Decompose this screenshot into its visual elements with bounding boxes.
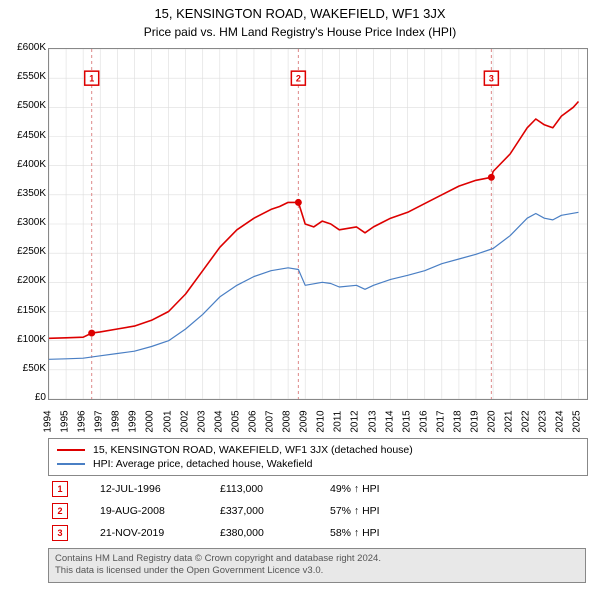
ytick-label: £550K (2, 71, 46, 82)
xtick-label: 2019 (469, 407, 480, 437)
sale-pct-1: 49% ↑ HPI (330, 483, 450, 495)
xtick-label: 2011 (333, 407, 344, 437)
legend-item-property: 15, KENSINGTON ROAD, WAKEFIELD, WF1 3JX … (49, 443, 587, 457)
xtick-label: 2002 (179, 407, 190, 437)
xtick-label: 2021 (504, 407, 515, 437)
ytick-label: £150K (2, 305, 46, 316)
svg-text:3: 3 (489, 74, 494, 84)
xtick-label: 2004 (213, 407, 224, 437)
chart-title-sub: Price paid vs. HM Land Registry's House … (0, 21, 600, 45)
ytick-label: £100K (2, 334, 46, 345)
xtick-label: 2023 (538, 407, 549, 437)
xtick-label: 2001 (162, 407, 173, 437)
xtick-label: 1999 (128, 407, 139, 437)
ytick-label: £600K (2, 42, 46, 53)
sale-marker-3-n: 3 (57, 528, 62, 538)
sale-marker-3: 3 (52, 525, 68, 541)
ytick-label: £350K (2, 188, 46, 199)
sale-marker-2: 2 (52, 503, 68, 519)
xtick-label: 2015 (401, 407, 412, 437)
attribution-line-1: Contains HM Land Registry data © Crown c… (55, 553, 579, 565)
xtick-label: 2006 (247, 407, 258, 437)
sale-price-2: £337,000 (220, 505, 330, 517)
ytick-label: £0 (2, 392, 46, 403)
sale-date-3: 21-NOV-2019 (100, 527, 220, 539)
chart-container: 15, KENSINGTON ROAD, WAKEFIELD, WF1 3JX … (0, 0, 600, 590)
legend-item-hpi: HPI: Average price, detached house, Wake… (49, 457, 587, 471)
sale-date-2: 19-AUG-2008 (100, 505, 220, 517)
xtick-label: 2005 (230, 407, 241, 437)
xtick-label: 1996 (77, 407, 88, 437)
ytick-label: £500K (2, 100, 46, 111)
ytick-label: £400K (2, 159, 46, 170)
xtick-label: 2010 (316, 407, 327, 437)
xtick-label: 2024 (555, 407, 566, 437)
sale-price-3: £380,000 (220, 527, 330, 539)
sales-row-1: 1 12-JUL-1996 £113,000 49% ↑ HPI (48, 478, 586, 500)
attribution-line-2: This data is licensed under the Open Gov… (55, 565, 579, 577)
xtick-label: 2022 (521, 407, 532, 437)
attribution-box: Contains HM Land Registry data © Crown c… (48, 548, 586, 583)
sale-pct-2: 57% ↑ HPI (330, 505, 450, 517)
xtick-label: 2017 (435, 407, 446, 437)
sale-marker-2-n: 2 (57, 506, 62, 516)
sales-table: 1 12-JUL-1996 £113,000 49% ↑ HPI 2 19-AU… (48, 478, 586, 544)
sale-pct-3: 58% ↑ HPI (330, 527, 450, 539)
xtick-label: 2020 (487, 407, 498, 437)
legend-box: 15, KENSINGTON ROAD, WAKEFIELD, WF1 3JX … (48, 438, 588, 476)
chart-svg: 1 2 3 (49, 49, 587, 399)
ytick-label: £300K (2, 217, 46, 228)
xtick-label: 2025 (572, 407, 583, 437)
xtick-label: 2000 (145, 407, 156, 437)
xtick-label: 2016 (418, 407, 429, 437)
sale-marker-1: 1 (52, 481, 68, 497)
ytick-label: £250K (2, 246, 46, 257)
svg-text:1: 1 (89, 74, 94, 84)
legend-label-hpi: HPI: Average price, detached house, Wake… (93, 458, 312, 470)
legend-swatch-property (57, 449, 85, 451)
sales-row-3: 3 21-NOV-2019 £380,000 58% ↑ HPI (48, 522, 586, 544)
xtick-label: 2014 (384, 407, 395, 437)
ytick-label: £450K (2, 130, 46, 141)
xtick-label: 2009 (299, 407, 310, 437)
xtick-label: 2012 (350, 407, 361, 437)
svg-text:2: 2 (296, 74, 301, 84)
xtick-label: 1995 (60, 407, 71, 437)
xtick-label: 1998 (111, 407, 122, 437)
chart-title-main: 15, KENSINGTON ROAD, WAKEFIELD, WF1 3JX (0, 0, 600, 21)
xtick-label: 2003 (196, 407, 207, 437)
xtick-label: 2008 (282, 407, 293, 437)
xtick-label: 2013 (367, 407, 378, 437)
xtick-label: 2018 (452, 407, 463, 437)
sale-marker-1-n: 1 (57, 484, 62, 494)
ytick-label: £50K (2, 363, 46, 374)
xtick-label: 2007 (265, 407, 276, 437)
sale-date-1: 12-JUL-1996 (100, 483, 220, 495)
ytick-label: £200K (2, 275, 46, 286)
xtick-label: 1997 (94, 407, 105, 437)
sale-price-1: £113,000 (220, 483, 330, 495)
xtick-label: 1994 (43, 407, 54, 437)
chart-plot-area: 1 2 3 (48, 48, 588, 400)
legend-swatch-hpi (57, 463, 85, 464)
legend-label-property: 15, KENSINGTON ROAD, WAKEFIELD, WF1 3JX … (93, 444, 413, 456)
sales-row-2: 2 19-AUG-2008 £337,000 57% ↑ HPI (48, 500, 586, 522)
